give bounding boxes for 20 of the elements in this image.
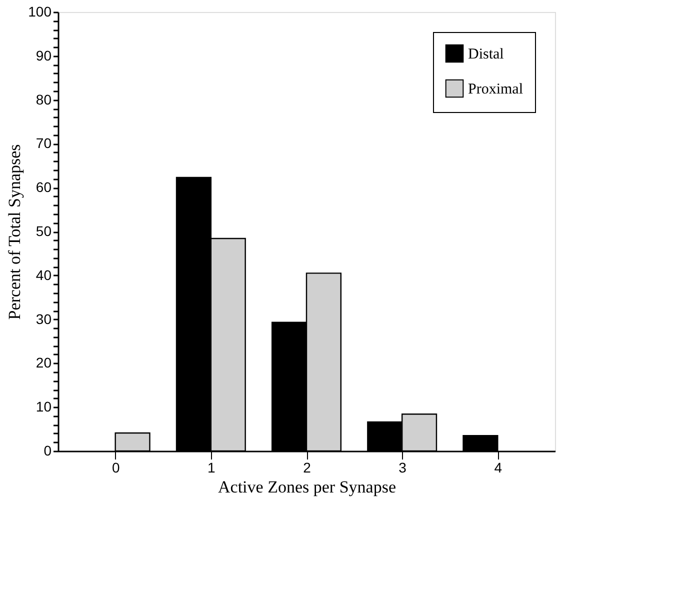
y-tick-label: 70: [36, 135, 52, 152]
y-tick-label: 60: [36, 179, 52, 196]
legend-label: Proximal: [468, 82, 523, 98]
y-tick-label: 100: [28, 4, 52, 20]
y-tick-label: 80: [36, 91, 52, 108]
y-tick-label: 10: [36, 398, 52, 415]
y-tick-label: 40: [36, 266, 52, 283]
x-tick-label: 2: [303, 460, 312, 476]
y-tick-label: 20: [36, 354, 52, 371]
y-tick-label: 0: [44, 442, 52, 458]
y-axis-title: Percent of Total Synapses: [5, 144, 24, 320]
x-tick-label: 3: [398, 460, 407, 476]
y-tick-label: 90: [36, 47, 52, 64]
x-tick-label: 1: [208, 460, 216, 476]
x-tick-label: 0: [112, 460, 120, 476]
y-tick-label: 50: [36, 223, 52, 239]
x-tick-label: 4: [494, 460, 502, 476]
x-axis-title: Active Zones per Synapse: [218, 478, 396, 496]
y-tick-label: 30: [36, 310, 52, 327]
legend-label: Distal: [468, 46, 504, 62]
